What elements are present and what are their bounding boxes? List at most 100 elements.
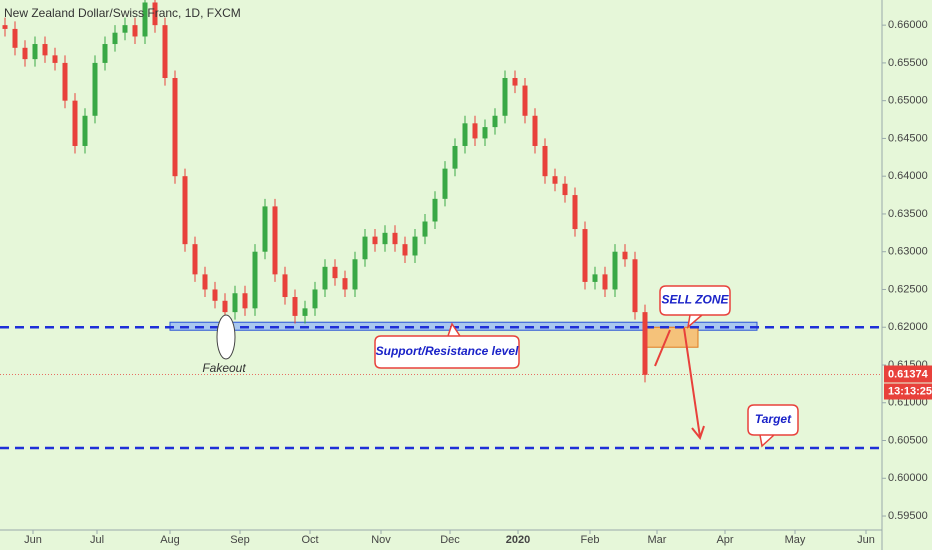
- candle-body: [482, 127, 488, 139]
- candle-body: [582, 229, 588, 282]
- candle-body: [142, 2, 148, 37]
- candle-body: [132, 25, 138, 37]
- candle-body: [392, 232, 398, 245]
- candle-body: [222, 300, 228, 313]
- arrow: [654, 329, 671, 367]
- candle-body: [182, 176, 188, 245]
- y-tick-label: 0.61000: [888, 397, 928, 409]
- x-tick-label: May: [785, 534, 806, 546]
- candle-body: [32, 44, 38, 60]
- candle-body: [572, 195, 578, 230]
- candle-body: [162, 25, 168, 79]
- candle-body: [152, 2, 158, 26]
- x-tick-label: Mar: [648, 534, 667, 546]
- candle-body: [362, 236, 368, 260]
- candle-body: [412, 236, 418, 256]
- y-tick-label: 0.63500: [888, 208, 928, 220]
- countdown-box: [884, 383, 932, 400]
- y-tick-label: 0.66000: [888, 19, 928, 31]
- arrow: [683, 327, 705, 441]
- x-tick-label: Feb: [581, 534, 600, 546]
- countdown: 13:13:25: [888, 385, 932, 397]
- candle-body: [272, 206, 278, 275]
- fakeout-label: Fakeout: [202, 361, 246, 375]
- candle-body: [352, 259, 358, 290]
- y-tick-label: 0.59500: [888, 510, 928, 522]
- candle-body: [492, 115, 498, 128]
- price-label: 0.61374: [888, 368, 929, 380]
- y-tick-label: 0.63000: [888, 246, 928, 258]
- candles: [2, 0, 648, 383]
- callout: [374, 322, 520, 369]
- annotations: 0.61374 13:13:25 Fakeout Support/Resistance…: [202, 285, 932, 448]
- callout-text: Support/Resistance level: [376, 344, 519, 358]
- candle-body: [262, 206, 268, 252]
- candle-body: [172, 78, 178, 177]
- candle-body: [612, 251, 618, 290]
- x-tick-label: Jun: [24, 534, 42, 546]
- candle-body: [292, 297, 298, 316]
- callout-text: Target: [755, 412, 792, 426]
- candle-body: [82, 115, 88, 146]
- y-tick-label: 0.62000: [888, 321, 928, 333]
- x-tick-label: Dec: [440, 534, 460, 546]
- x-tick-label: Aug: [160, 534, 180, 546]
- x-tick-label: Nov: [371, 534, 391, 546]
- candle-body: [372, 236, 378, 245]
- candle-body: [252, 251, 258, 309]
- candle-body: [382, 232, 388, 245]
- candle-body: [312, 289, 318, 309]
- y-tick-label: 0.60500: [888, 434, 928, 446]
- y-tick-label: 0.65000: [888, 95, 928, 107]
- y-tick-label: 0.64000: [888, 170, 928, 182]
- candle-body: [502, 78, 508, 116]
- candle-body: [432, 198, 438, 222]
- candle-body: [242, 293, 248, 309]
- candle-body: [232, 293, 238, 313]
- callout: [659, 285, 731, 329]
- candle-body: [462, 123, 468, 146]
- x-tick-label: Oct: [301, 534, 318, 546]
- candle-body: [122, 25, 128, 33]
- candle-body: [42, 44, 48, 56]
- candle-body: [642, 312, 648, 375]
- x-tick-label: 2020: [506, 534, 530, 546]
- zones: [0, 321, 882, 450]
- fakeout-ellipse: [216, 314, 236, 360]
- candle-body: [422, 221, 428, 237]
- candle-body: [562, 183, 568, 196]
- candle-body: [632, 259, 638, 313]
- candle-body: [202, 274, 208, 290]
- callout: [747, 404, 799, 448]
- candle-body: [332, 266, 338, 279]
- y-tick-label: 0.64500: [888, 132, 928, 144]
- candle-body: [92, 62, 98, 116]
- candle-body: [212, 289, 218, 301]
- candle-body: [512, 78, 518, 86]
- candle-body: [192, 244, 198, 275]
- candle-body: [442, 168, 448, 199]
- candle-body: [302, 308, 308, 316]
- candle-body: [542, 145, 548, 177]
- candle-body: [12, 28, 18, 48]
- x-tick-label: Jun: [857, 534, 875, 546]
- candle-body: [72, 100, 78, 146]
- candle-body: [402, 244, 408, 256]
- candle-body: [52, 55, 58, 63]
- candle-body: [112, 32, 118, 45]
- candle-body: [102, 44, 108, 63]
- candle-body: [532, 115, 538, 146]
- candle-body: [452, 145, 458, 169]
- sell-zone: [646, 326, 699, 348]
- candle-body: [22, 47, 28, 60]
- y-tick-label: 0.65500: [888, 57, 928, 69]
- price-label-box: [884, 365, 932, 383]
- chart-title: New Zealand Dollar/Swiss Franc, 1D, FXCM: [4, 6, 241, 20]
- x-tick-label: Apr: [716, 534, 733, 546]
- x-tick-label: Sep: [230, 534, 250, 546]
- candle-body: [602, 274, 608, 290]
- y-tick-label: 0.60000: [888, 472, 928, 484]
